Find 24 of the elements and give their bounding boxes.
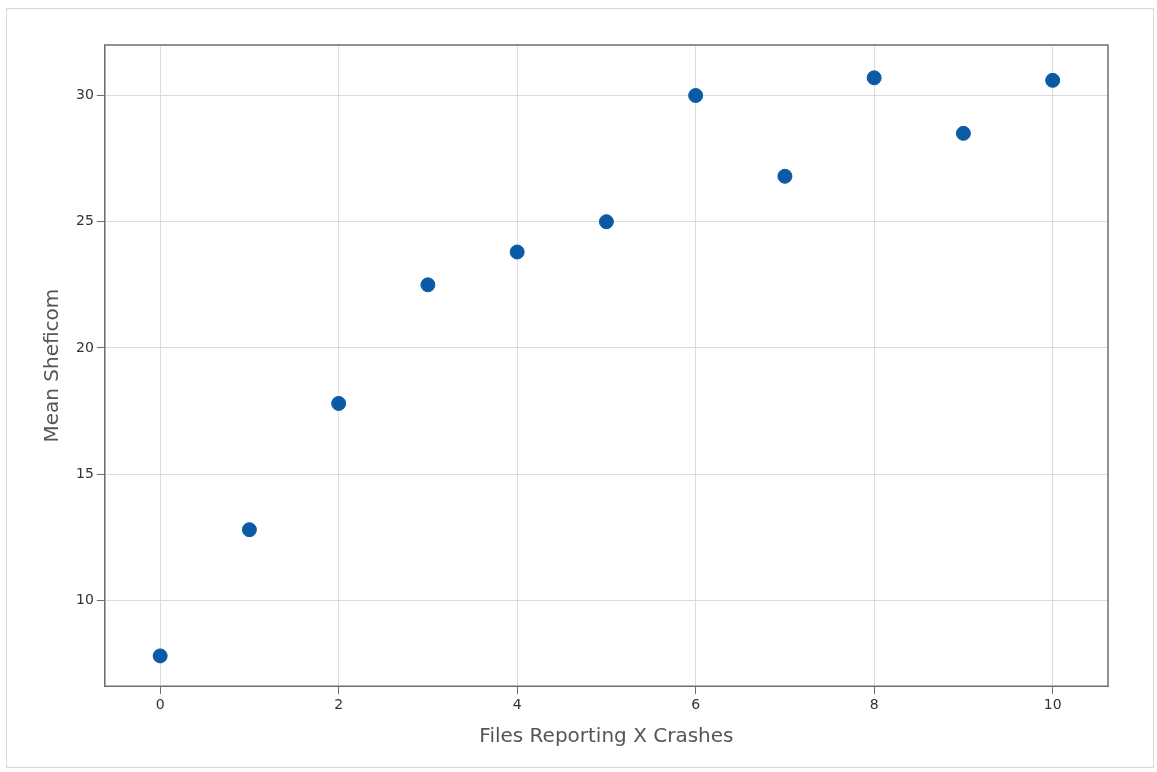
x-tick-label: 0 [155, 696, 165, 713]
point [955, 125, 971, 141]
point [241, 522, 257, 538]
point [688, 87, 704, 103]
y-tick-label: 20 [75, 338, 94, 355]
point [331, 395, 347, 411]
point [420, 277, 436, 293]
x-tick-label: 4 [512, 696, 522, 713]
y-tick-label: 30 [75, 86, 94, 103]
x-tick-label: 2 [334, 696, 344, 713]
x-tick-label: 6 [691, 696, 701, 713]
point [1045, 72, 1061, 88]
y-tick-label: 25 [75, 212, 94, 229]
y-axis-title: Mean Sheficom [39, 288, 64, 443]
y-tick-label: 15 [75, 464, 94, 481]
x-axis-title: Files Reporting X Crashes [479, 723, 734, 748]
point [598, 214, 614, 230]
x-tick-label: 10 [1043, 696, 1062, 713]
point [777, 168, 793, 184]
point [152, 648, 168, 664]
y-tick-label: 10 [75, 591, 94, 608]
point [866, 70, 882, 86]
point [509, 244, 525, 260]
x-tick-label: 8 [869, 696, 879, 713]
